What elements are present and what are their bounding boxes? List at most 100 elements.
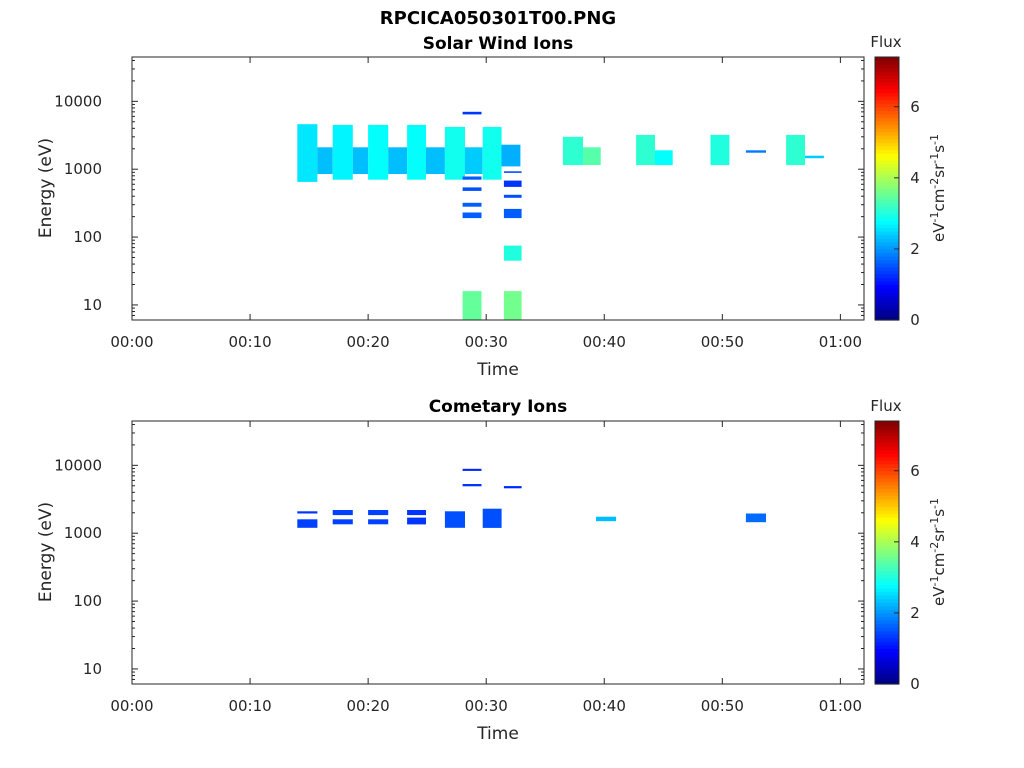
heatmap-cell: [332, 510, 353, 516]
colorbar-segment: [875, 424, 899, 429]
colorbar-segment: [875, 488, 899, 493]
colorbar-segment: [875, 248, 899, 254]
colorbar-segment: [875, 452, 899, 458]
colorbar-segment: [875, 298, 899, 303]
colorbar-segment: [875, 216, 899, 222]
colorbar-segment: [875, 142, 899, 147]
colorbar-segment: [875, 477, 899, 483]
colorbar-segment: [875, 67, 899, 72]
colorbar-unit-part: cm: [930, 553, 948, 576]
colorbar-segment: [875, 641, 899, 646]
heatmap-cell: [407, 124, 426, 180]
colorbar-tick-label: 2: [910, 240, 920, 258]
colorbar-segment: [875, 655, 899, 660]
heatmap-cell: [655, 150, 673, 166]
colorbar-segment: [875, 662, 899, 667]
colorbar-segment: [875, 570, 899, 575]
colorbar-segment: [875, 209, 899, 214]
solar-wind-title: Solar Wind Ions: [423, 34, 574, 54]
colorbar-segment: [875, 609, 899, 614]
colorbar-unit-part: s: [930, 145, 948, 153]
x-tick-label: 00:00: [110, 333, 153, 351]
colorbar-segment: [875, 659, 899, 664]
colorbar-tick-label: 6: [910, 462, 920, 480]
colorbar-segment: [875, 623, 899, 628]
colorbar-segment: [875, 124, 899, 129]
solar-wind-heatmap: [297, 111, 824, 320]
colorbar-segment: [875, 421, 899, 426]
colorbar-segment: [875, 227, 899, 232]
colorbar-segment: [875, 637, 899, 642]
heatmap-cell: [332, 519, 353, 525]
heatmap-cell: [317, 147, 333, 174]
colorbar-segment: [875, 291, 899, 296]
heatmap-cell: [368, 519, 389, 525]
heatmap-cell: [503, 171, 522, 173]
colorbar-segment: [875, 312, 899, 318]
x-tick-label: 00:40: [583, 333, 626, 351]
colorbar-segment: [875, 598, 899, 603]
colorbar-segment: [875, 220, 899, 225]
colorbar-segment: [875, 160, 899, 165]
heatmap-cell: [636, 134, 655, 166]
colorbar-segment: [875, 538, 899, 543]
heatmap-cell: [426, 147, 445, 174]
colorbar-unit-part: s: [930, 509, 948, 517]
colorbar-segment: [875, 263, 899, 268]
colorbar-segment: [875, 241, 899, 246]
colorbar-segment: [875, 163, 899, 168]
y-tick-label: 1000: [64, 524, 102, 542]
solar-wind-plot-frame: [131, 56, 865, 321]
colorbar-segment: [875, 630, 899, 635]
colorbar-segment: [875, 559, 899, 564]
heatmap-cell: [562, 136, 583, 166]
colorbar-segment: [875, 566, 899, 571]
x-tick-label: 00:10: [228, 697, 271, 715]
colorbar-segment: [875, 156, 899, 161]
heatmap-cell: [596, 516, 617, 522]
colorbar-unit-part: sr: [930, 163, 948, 178]
colorbar-segment: [875, 548, 899, 554]
colorbar-segment: [875, 174, 899, 179]
colorbar-segment: [875, 152, 899, 158]
colorbar-segment: [875, 509, 899, 514]
colorbar-segment: [875, 513, 899, 518]
colorbar-segment: [875, 669, 899, 674]
colorbar-segment: [875, 188, 899, 193]
colorbar-segment: [875, 438, 899, 443]
colorbar-segment: [875, 245, 899, 250]
x-tick-label: 00:50: [701, 697, 744, 715]
heatmap-cell: [745, 150, 766, 153]
heatmap-cell: [407, 517, 426, 525]
colorbar-segment: [875, 85, 899, 90]
colorbar-tick-label: 0: [910, 311, 920, 329]
cometary-heatmap: [297, 468, 766, 528]
colorbar-segment: [875, 181, 899, 186]
heatmap-cell: [352, 147, 369, 174]
colorbar-segment: [875, 534, 899, 539]
x-tick-label: 00:20: [347, 333, 390, 351]
colorbar-segment: [875, 467, 899, 472]
colorbar-segment: [875, 502, 899, 507]
solar-wind-colorbar-unit: eV-1cm-2sr-1s-1: [928, 134, 948, 242]
heatmap-cell: [786, 134, 805, 166]
x-tick-label: 00:20: [347, 697, 390, 715]
y-tick-label: 100: [73, 592, 102, 610]
colorbar-segment: [875, 238, 899, 243]
colorbar-segment: [875, 612, 899, 618]
x-tick-label: 00:30: [465, 697, 508, 715]
cometary-colorbar: 0 2 4 6: [874, 420, 920, 693]
colorbar-segment: [875, 634, 899, 639]
colorbar-segment: [875, 192, 899, 197]
y-tick-label: 10: [83, 660, 102, 678]
colorbar-segment: [875, 170, 899, 175]
heatmap-cell: [501, 144, 521, 167]
colorbar-segment: [875, 131, 899, 136]
colorbar-segment: [875, 506, 899, 511]
colorbar-segment: [875, 57, 899, 62]
colorbar-segment: [875, 259, 899, 264]
colorbar-unit-part: -1: [928, 517, 941, 528]
solar-wind-colorbar-title: Flux: [870, 33, 901, 51]
colorbar-unit-part: -2: [928, 542, 941, 553]
colorbar-segment: [875, 195, 899, 200]
